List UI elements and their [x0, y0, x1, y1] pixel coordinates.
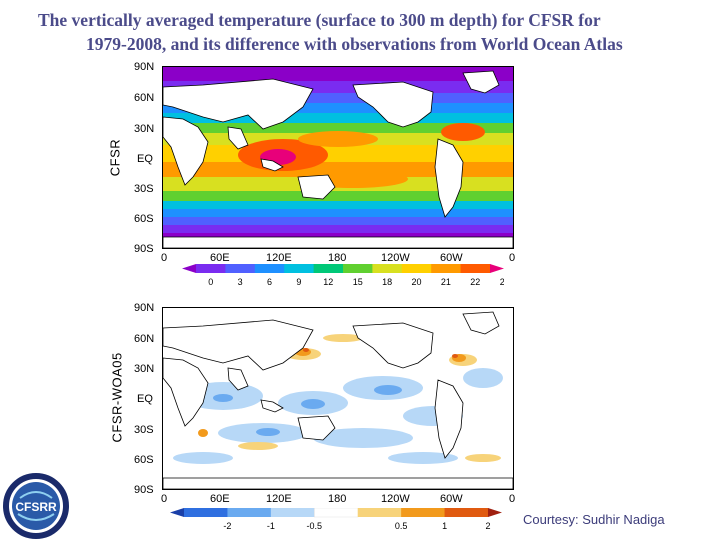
colorbar-segment [254, 264, 285, 273]
lat-tick: 30N [134, 363, 155, 375]
colorbar-label: 12 [323, 277, 333, 287]
bottom-colorbar: -2 -1 -0.5 0.5 1 2 [170, 508, 502, 531]
colorbar-label: 15 [353, 277, 363, 287]
colorbar-arrow-low [182, 264, 196, 273]
colorbar-segment [313, 264, 344, 273]
lat-tick: EQ [137, 393, 153, 405]
colorbar-label: -1 [267, 521, 275, 531]
colorbar-segment [401, 508, 446, 517]
lat-tick: 90S [134, 484, 154, 496]
lon-tick: 0 [161, 252, 168, 264]
cfsrr-logo: CFSRR [0, 470, 72, 540]
colorbar-label: 21 [441, 277, 451, 287]
lat-tick: 60S [134, 454, 154, 466]
colorbar-segment [227, 508, 272, 517]
colorbar-label: 3 [238, 277, 243, 287]
title-line-1: The vertically averaged temperature (sur… [38, 10, 601, 30]
top-map-svg [163, 67, 513, 248]
lon-tick: 180 [328, 252, 347, 264]
bottom-difference-map [162, 307, 514, 490]
logo-text: CFSRR [15, 500, 57, 514]
lon-tick: 60W [440, 493, 463, 505]
colorbar-label: 0 [208, 277, 213, 287]
lon-tick: 180 [328, 493, 347, 505]
colorbar-segment [196, 264, 226, 273]
lon-tick: 120W [381, 493, 410, 505]
colorbar-label: 23 [500, 277, 504, 287]
lat-tick: EQ [137, 153, 153, 165]
title-line-2: 1979-2008, and its difference with obser… [86, 34, 623, 54]
bottom-map-svg [163, 308, 513, 489]
lon-tick: 120E [266, 252, 292, 264]
colorbar-segment [343, 264, 373, 273]
colorbar-segment [270, 508, 315, 517]
lon-tick: 0 [509, 252, 516, 264]
credit-text: Courtesy: Sudhir Nadiga [523, 512, 665, 527]
lon-tick: 60E [210, 493, 230, 505]
lat-tick: 30S [134, 424, 154, 436]
colorbar-label: 20 [411, 277, 421, 287]
colorbar-label: 6 [267, 277, 272, 287]
colorbar-segment [431, 264, 462, 273]
colorbar-label: 9 [296, 277, 301, 287]
lat-tick: 90N [134, 61, 155, 73]
lon-tick: 120W [381, 252, 410, 264]
top-panel-ylabel: CFSR [107, 138, 123, 177]
colorbar-segment [357, 508, 402, 517]
colorbar-label: 0.5 [395, 521, 408, 531]
colorbar-segment [372, 264, 403, 273]
lat-tick: 90N [134, 302, 155, 314]
lon-tick: 60W [440, 252, 463, 264]
colorbar-segment [184, 508, 228, 517]
lon-tick: 0 [509, 493, 516, 505]
lat-tick: 30S [134, 183, 154, 195]
colorbar-segment [284, 264, 315, 273]
colorbar-label: 18 [382, 277, 392, 287]
colorbar-label: -0.5 [307, 521, 323, 531]
colorbar-arrow-high [490, 264, 504, 273]
top-colorbar: 0 3 6 9 12 15 18 20 21 22 23 [182, 264, 504, 287]
bottom-panel-ylabel: CFSR-WOA05 [109, 352, 125, 443]
colorbar-arrow-high [488, 508, 502, 517]
colorbar-arrow-low [170, 508, 184, 517]
top-temperature-map [162, 66, 514, 249]
lon-tick: 120E [266, 493, 292, 505]
lat-tick: 60N [134, 92, 155, 104]
colorbar-label: 1 [442, 521, 447, 531]
lon-tick: 60E [210, 252, 230, 264]
colorbar-label: -2 [223, 521, 231, 531]
colorbar-segment [225, 264, 256, 273]
colorbar-segment [460, 264, 491, 273]
colorbar-segment [314, 508, 359, 518]
lon-tick: 0 [161, 493, 168, 505]
lat-tick: 60S [134, 213, 154, 225]
lat-tick: 60N [134, 333, 155, 345]
lat-tick: 90S [134, 243, 154, 255]
colorbar-segment [444, 508, 489, 517]
colorbar-label: 2 [485, 521, 490, 531]
lat-tick: 30N [134, 123, 155, 135]
colorbar-segment [401, 264, 432, 273]
colorbar-label: 22 [470, 277, 480, 287]
